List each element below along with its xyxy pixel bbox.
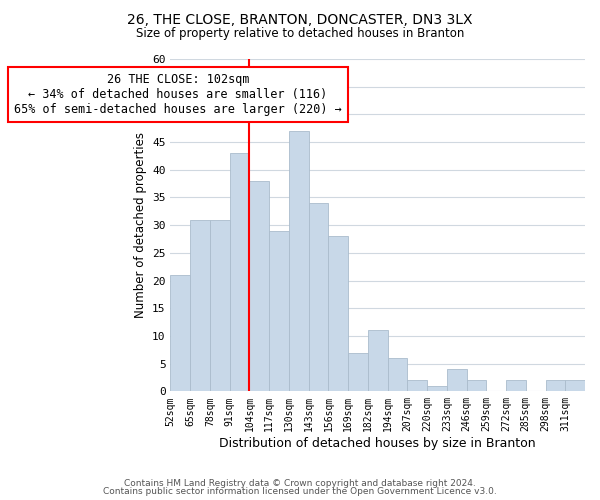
Bar (210, 220, 230, 392)
Bar (447, 369, 467, 392)
Text: Contains public sector information licensed under the Open Government Licence v3: Contains public sector information licen… (103, 487, 497, 496)
Bar (407, 380, 427, 392)
Text: 26, THE CLOSE, BRANTON, DONCASTER, DN3 3LX: 26, THE CLOSE, BRANTON, DONCASTER, DN3 3… (127, 12, 473, 26)
Bar (565, 380, 585, 392)
Bar (545, 380, 565, 392)
Bar (230, 153, 250, 392)
Bar (250, 181, 269, 392)
Bar (427, 386, 447, 392)
Bar (328, 236, 348, 392)
Bar (269, 230, 289, 392)
Bar (467, 380, 487, 392)
Bar (308, 203, 328, 392)
Bar (368, 330, 388, 392)
Text: 26 THE CLOSE: 102sqm
← 34% of detached houses are smaller (116)
65% of semi-deta: 26 THE CLOSE: 102sqm ← 34% of detached h… (14, 73, 342, 116)
Y-axis label: Number of detached properties: Number of detached properties (134, 132, 146, 318)
Bar (190, 220, 210, 392)
Bar (506, 380, 526, 392)
Text: Contains HM Land Registry data © Crown copyright and database right 2024.: Contains HM Land Registry data © Crown c… (124, 478, 476, 488)
Bar (348, 352, 368, 392)
Text: Size of property relative to detached houses in Branton: Size of property relative to detached ho… (136, 28, 464, 40)
Bar (388, 358, 407, 392)
Bar (170, 275, 190, 392)
Bar (289, 131, 308, 392)
X-axis label: Distribution of detached houses by size in Branton: Distribution of detached houses by size … (220, 437, 536, 450)
